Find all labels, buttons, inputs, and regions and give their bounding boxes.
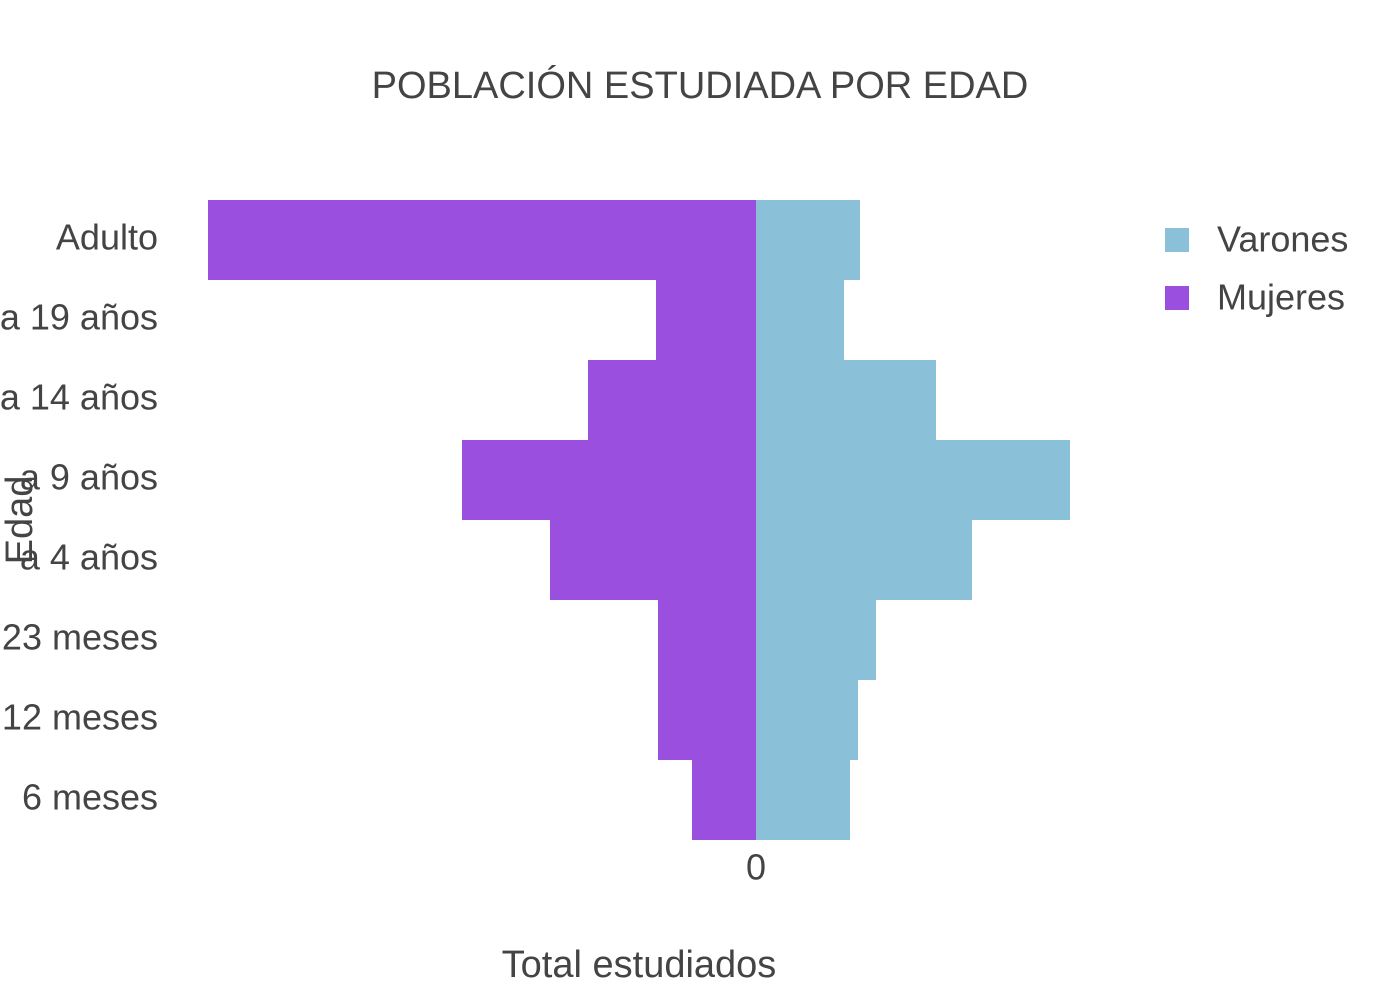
legend-swatch bbox=[1165, 286, 1189, 310]
legend-label: Mujeres bbox=[1217, 277, 1345, 318]
bar bbox=[756, 280, 844, 360]
y-tick-label: a 4 años bbox=[20, 537, 158, 578]
y-tick-label: Adulto bbox=[56, 217, 158, 258]
bar bbox=[208, 200, 756, 280]
y-tick-label: a 9 años bbox=[20, 457, 158, 498]
bar bbox=[658, 680, 756, 760]
bar bbox=[756, 360, 936, 440]
bar bbox=[462, 440, 756, 520]
y-tick-label: a 19 años bbox=[0, 297, 158, 338]
x-tick-label: 0 bbox=[746, 847, 766, 888]
y-tick-label: 12 meses bbox=[2, 697, 158, 738]
y-tick-label: a 14 años bbox=[0, 377, 158, 418]
bar bbox=[658, 600, 756, 680]
bar bbox=[756, 600, 876, 680]
bar bbox=[656, 280, 756, 360]
bar bbox=[756, 760, 850, 840]
y-tick-label: 23 meses bbox=[2, 617, 158, 658]
x-axis-title: Total estudiados bbox=[502, 944, 777, 986]
chart-title: POBLACIÓN ESTUDIADA POR EDAD bbox=[372, 64, 1029, 107]
legend-label: Varones bbox=[1217, 219, 1348, 260]
bar bbox=[588, 360, 756, 440]
bar bbox=[692, 760, 756, 840]
bar bbox=[756, 440, 1070, 520]
bar bbox=[756, 200, 860, 280]
bar bbox=[550, 520, 756, 600]
bar bbox=[756, 680, 858, 760]
y-axis-title: Edad bbox=[0, 476, 41, 565]
legend-swatch bbox=[1165, 228, 1189, 252]
y-tick-label: 6 meses bbox=[22, 777, 158, 818]
bar bbox=[756, 520, 972, 600]
